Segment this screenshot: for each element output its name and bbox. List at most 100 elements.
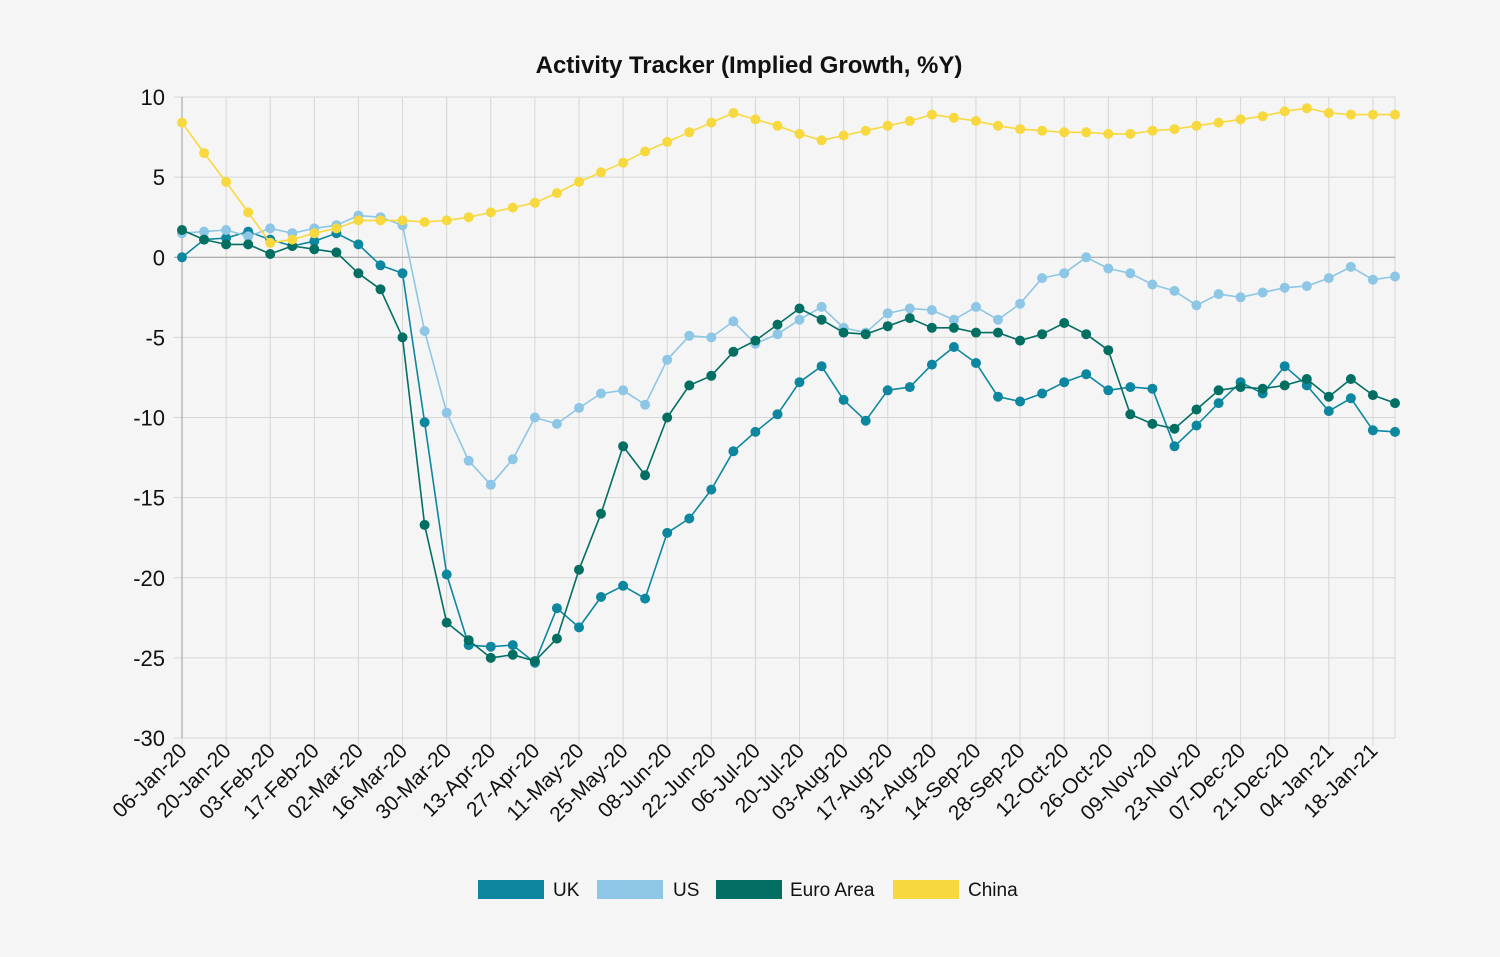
data-point-euro-area[interactable] <box>971 327 981 338</box>
data-point-euro-area[interactable] <box>1059 318 1070 328</box>
data-point-china[interactable] <box>728 108 739 118</box>
data-point-china[interactable] <box>1015 124 1026 135</box>
data-point-us[interactable] <box>1169 285 1180 296</box>
data-point-us[interactable] <box>463 455 474 466</box>
data-point-euro-area[interactable] <box>772 319 783 330</box>
legend-item-uk[interactable]: UK <box>478 880 580 901</box>
data-point-euro-area[interactable] <box>199 234 210 245</box>
data-point-china[interactable] <box>1367 109 1378 120</box>
data-point-euro-area[interactable] <box>1257 383 1268 394</box>
data-point-euro-area[interactable] <box>419 519 430 530</box>
data-point-us[interactable] <box>1191 300 1202 311</box>
data-point-uk[interactable] <box>551 603 562 614</box>
data-point-china[interactable] <box>684 127 695 138</box>
data-point-us[interactable] <box>1059 268 1070 279</box>
data-point-uk[interactable] <box>904 382 915 393</box>
data-point-china[interactable] <box>265 237 276 248</box>
data-point-uk[interactable] <box>706 484 717 495</box>
data-point-china[interactable] <box>1081 127 1092 138</box>
data-point-euro-area[interactable] <box>221 239 232 250</box>
data-point-uk[interactable] <box>1323 406 1334 417</box>
data-point-china[interactable] <box>529 197 540 208</box>
data-point-euro-area[interactable] <box>948 322 959 333</box>
data-point-euro-area[interactable] <box>463 635 474 646</box>
data-point-us[interactable] <box>1103 263 1114 274</box>
data-point-euro-area[interactable] <box>860 329 871 340</box>
data-point-china[interactable] <box>551 188 562 199</box>
data-point-uk[interactable] <box>1279 361 1290 372</box>
data-point-china[interactable] <box>1279 106 1290 117</box>
data-point-china[interactable] <box>397 215 408 226</box>
data-point-euro-area[interactable] <box>1147 418 1158 429</box>
data-point-uk[interactable] <box>1191 420 1202 431</box>
data-point-us[interactable] <box>551 418 562 429</box>
data-point-china[interactable] <box>838 130 849 141</box>
data-point-china[interactable] <box>640 146 651 157</box>
data-point-china[interactable] <box>816 135 827 146</box>
data-point-china[interactable] <box>574 176 584 187</box>
data-point-china[interactable] <box>353 215 364 226</box>
data-point-uk[interactable] <box>397 268 408 279</box>
data-point-us[interactable] <box>1235 292 1246 303</box>
data-point-euro-area[interactable] <box>1323 391 1334 402</box>
data-point-euro-area[interactable] <box>750 335 761 346</box>
data-point-us[interactable] <box>529 412 540 423</box>
data-point-us[interactable] <box>684 330 695 341</box>
data-point-uk[interactable] <box>993 391 1003 402</box>
data-point-china[interactable] <box>706 117 717 128</box>
data-point-china[interactable] <box>243 207 254 218</box>
data-point-china[interactable] <box>772 120 783 131</box>
data-point-us[interactable] <box>265 223 276 234</box>
data-point-china[interactable] <box>177 117 187 128</box>
data-point-euro-area[interactable] <box>1213 385 1224 396</box>
data-point-us[interactable] <box>199 226 210 237</box>
data-point-us[interactable] <box>1147 279 1158 290</box>
data-point-uk[interactable] <box>1169 441 1180 452</box>
data-point-us[interactable] <box>971 301 981 312</box>
data-point-us[interactable] <box>794 314 805 325</box>
data-point-us[interactable] <box>1081 252 1092 263</box>
data-point-china[interactable] <box>419 217 430 227</box>
data-point-us[interactable] <box>662 354 673 365</box>
data-point-uk[interactable] <box>860 415 871 426</box>
data-point-uk[interactable] <box>507 640 518 651</box>
data-point-uk[interactable] <box>816 361 827 372</box>
data-point-china[interactable] <box>948 112 959 123</box>
data-point-uk[interactable] <box>1015 396 1026 407</box>
data-point-euro-area[interactable] <box>1103 345 1114 356</box>
data-point-uk[interactable] <box>1125 382 1136 393</box>
data-point-uk[interactable] <box>750 426 761 437</box>
data-point-us[interactable] <box>706 332 717 343</box>
data-point-uk[interactable] <box>309 236 320 247</box>
data-point-euro-area[interactable] <box>397 332 408 343</box>
data-point-uk[interactable] <box>772 409 783 420</box>
data-point-us[interactable] <box>772 329 783 340</box>
data-point-us[interactable] <box>596 388 606 399</box>
data-point-euro-area[interactable] <box>1081 329 1092 340</box>
data-point-china[interactable] <box>1059 127 1070 138</box>
data-point-us[interactable] <box>1323 273 1334 284</box>
data-point-china[interactable] <box>971 116 981 126</box>
data-point-euro-area[interactable] <box>1015 335 1026 346</box>
data-point-us[interactable] <box>1015 298 1026 309</box>
data-point-euro-area[interactable] <box>1279 380 1290 391</box>
data-point-china[interactable] <box>441 215 452 226</box>
data-point-china[interactable] <box>1257 111 1268 122</box>
data-point-uk[interactable] <box>971 358 981 368</box>
data-point-china[interactable] <box>993 120 1003 131</box>
data-point-china[interactable] <box>331 223 342 234</box>
data-point-china[interactable] <box>507 202 518 213</box>
legend-item-euro-area[interactable]: Euro Area <box>716 880 875 901</box>
data-point-china[interactable] <box>794 128 805 139</box>
data-point-us[interactable] <box>441 407 452 418</box>
data-point-china[interactable] <box>860 125 871 136</box>
data-point-euro-area[interactable] <box>640 470 651 481</box>
data-point-us[interactable] <box>1390 271 1400 282</box>
data-point-china[interactable] <box>1103 128 1114 139</box>
data-point-euro-area[interactable] <box>551 633 562 644</box>
data-point-uk[interactable] <box>419 417 430 428</box>
data-point-china[interactable] <box>1125 128 1136 139</box>
data-point-uk[interactable] <box>838 394 849 405</box>
data-point-euro-area[interactable] <box>529 656 540 667</box>
data-point-us[interactable] <box>1257 287 1268 298</box>
